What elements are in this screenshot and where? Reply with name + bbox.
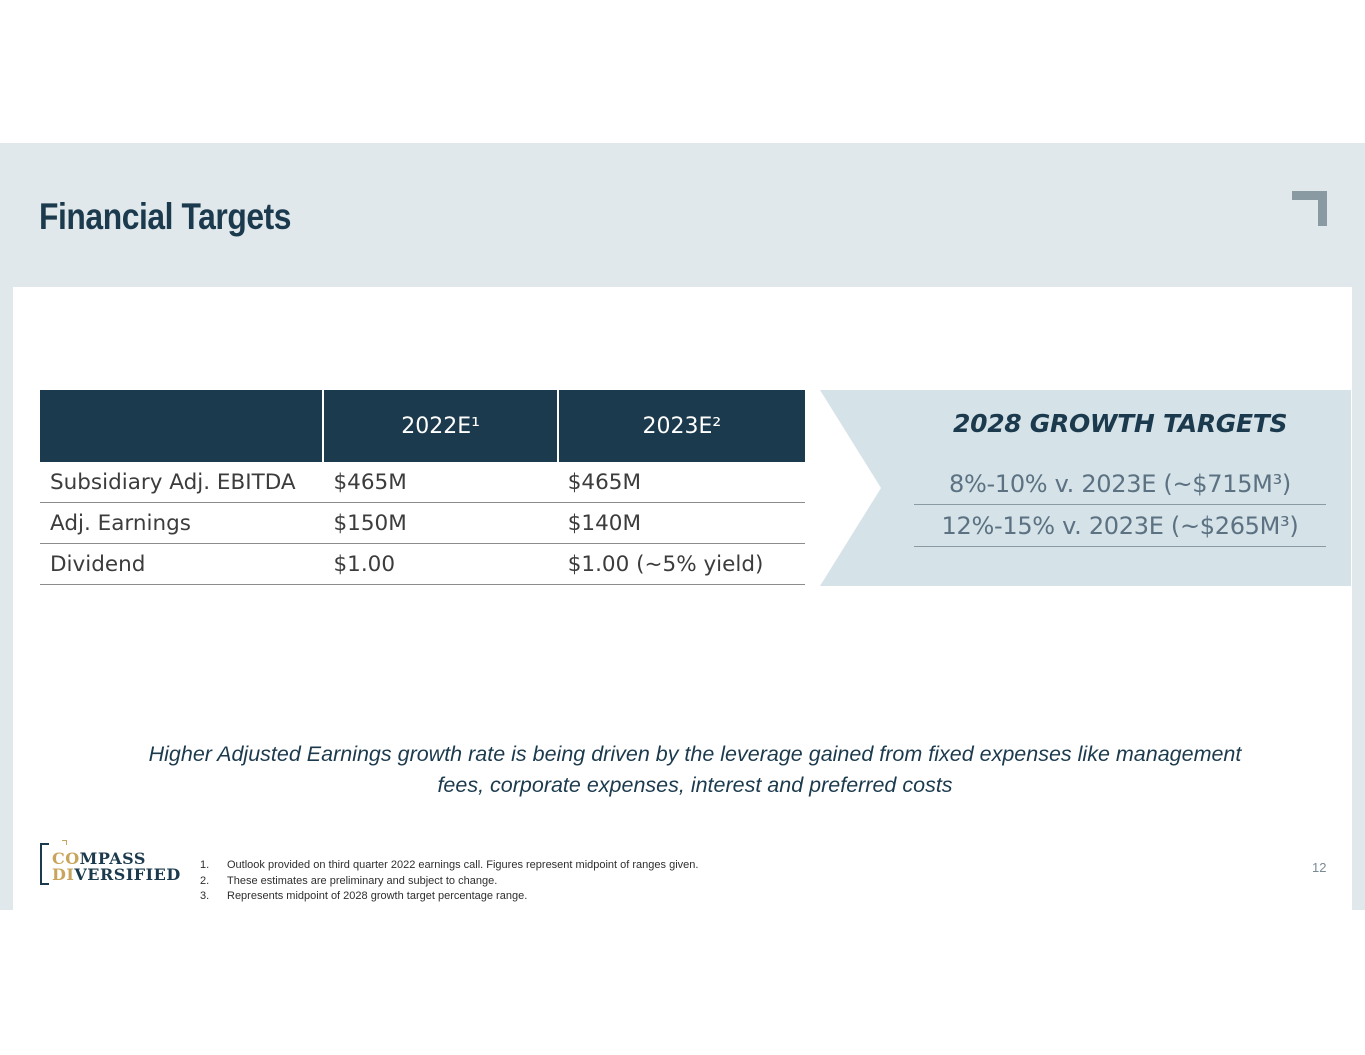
table-header-cell: 2022E¹ (322, 390, 558, 462)
logo-line-2: DIVERSIFIED (52, 865, 181, 884)
table-cell: Adj. Earnings (40, 502, 324, 544)
logo-bracket-icon (40, 843, 49, 885)
growth-targets-panel (820, 390, 1351, 586)
growth-target-item: 12%-15% v. 2023E (~$265M³) (914, 506, 1326, 547)
chevron-arrow-shape (820, 390, 1351, 586)
table-row: Adj. Earnings $150M $140M (40, 502, 805, 544)
growth-targets-heading: 2028 GROWTH TARGETS (953, 409, 1288, 438)
table-cell: Subsidiary Adj. EBITDA (40, 462, 324, 503)
company-logo: COMPASS DIVERSIFIED (38, 838, 181, 885)
table-row: Dividend $1.00 $1.00 (~5% yield) (40, 543, 805, 585)
table-cell: $1.00 (~5% yield) (557, 543, 805, 585)
callout-text: Higher Adjusted Earnings growth rate is … (148, 742, 1242, 797)
footnote-item: 1. Outlook provided on third quarter 2022… (200, 859, 699, 871)
content-area (13, 287, 1352, 910)
financial-table: 2022E¹ 2023E² Subsidiary Adj. EBITDA $46… (40, 390, 805, 585)
table-cell: $140M (557, 502, 805, 544)
table-cell: Dividend (40, 543, 324, 585)
footnote-item: 2. These estimates are preliminary and su… (200, 874, 498, 887)
table-header-row: 2022E¹ 2023E² (40, 390, 805, 462)
footnotes: 1. Outlook provided on third quarter 2022… (200, 858, 698, 905)
table-header-cell (40, 390, 324, 462)
table-cell: $465M (323, 462, 558, 503)
table-row: Subsidiary Adj. EBITDA $465M $465M (40, 462, 805, 503)
page-number: 12 (1312, 860, 1327, 875)
table-cell: $150M (323, 502, 558, 544)
page-title: Financial Targets (39, 196, 292, 237)
table-header-cell: 2023E² (556, 390, 805, 462)
growth-target-item: 8%-10% v. 2023E (~$715M³) (914, 464, 1326, 505)
table-cell: $465M (557, 462, 805, 503)
footnote-item: 3. Represents midpoint of 2028 growth tar… (200, 890, 528, 902)
corner-bracket-icon (1292, 191, 1327, 226)
logo-line-1: COMPASS (52, 849, 146, 868)
logo-accent-icon (62, 840, 67, 845)
table-cell: $1.00 (323, 543, 558, 585)
